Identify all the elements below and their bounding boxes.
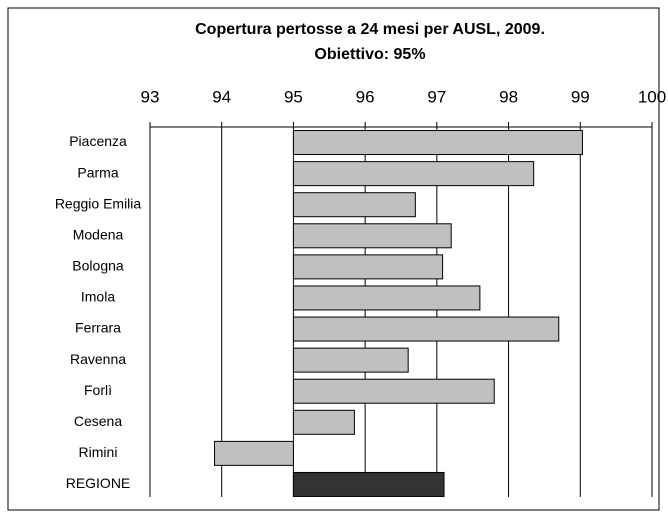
y-tick-label: REGIONE (66, 475, 131, 491)
bar (292, 471, 445, 497)
x-tick-label: 97 (427, 87, 446, 106)
bar (292, 254, 444, 280)
y-tick-label: Modena (73, 226, 124, 242)
x-tick-label: 95 (284, 87, 303, 106)
y-tick-label: Cesena (74, 413, 122, 429)
y-tick-label: Ferrara (75, 320, 121, 336)
bar (214, 440, 294, 466)
bar (292, 316, 560, 342)
y-tick-label: Reggio Emilia (55, 195, 142, 211)
x-tick-label: 94 (212, 87, 231, 106)
chart-subtitle: Obiettivo: 95% (314, 46, 425, 63)
x-tick-label: 98 (499, 87, 518, 106)
bar (292, 409, 355, 435)
y-tick-label: Forlì (84, 382, 112, 398)
y-tick-label: Ravenna (70, 351, 126, 367)
y-tick-label: Imola (81, 289, 115, 305)
bar (292, 378, 495, 404)
bar (292, 161, 535, 187)
x-tick-label: 99 (571, 87, 590, 106)
bar (292, 130, 583, 156)
bar (292, 223, 452, 249)
y-tick-label: Parma (77, 164, 118, 180)
bar (292, 192, 416, 218)
y-tick-label: Piacenza (69, 133, 127, 149)
chart-title: Copertura pertosse a 24 mesi per AUSL, 2… (195, 21, 545, 38)
x-tick-label: 100 (638, 87, 666, 106)
x-tick-label: 93 (141, 87, 160, 106)
y-tick-label: Bologna (72, 258, 124, 274)
bar (292, 285, 481, 311)
x-tick-label: 96 (356, 87, 375, 106)
y-tick-label: Rimini (79, 444, 118, 460)
bar (292, 347, 409, 373)
